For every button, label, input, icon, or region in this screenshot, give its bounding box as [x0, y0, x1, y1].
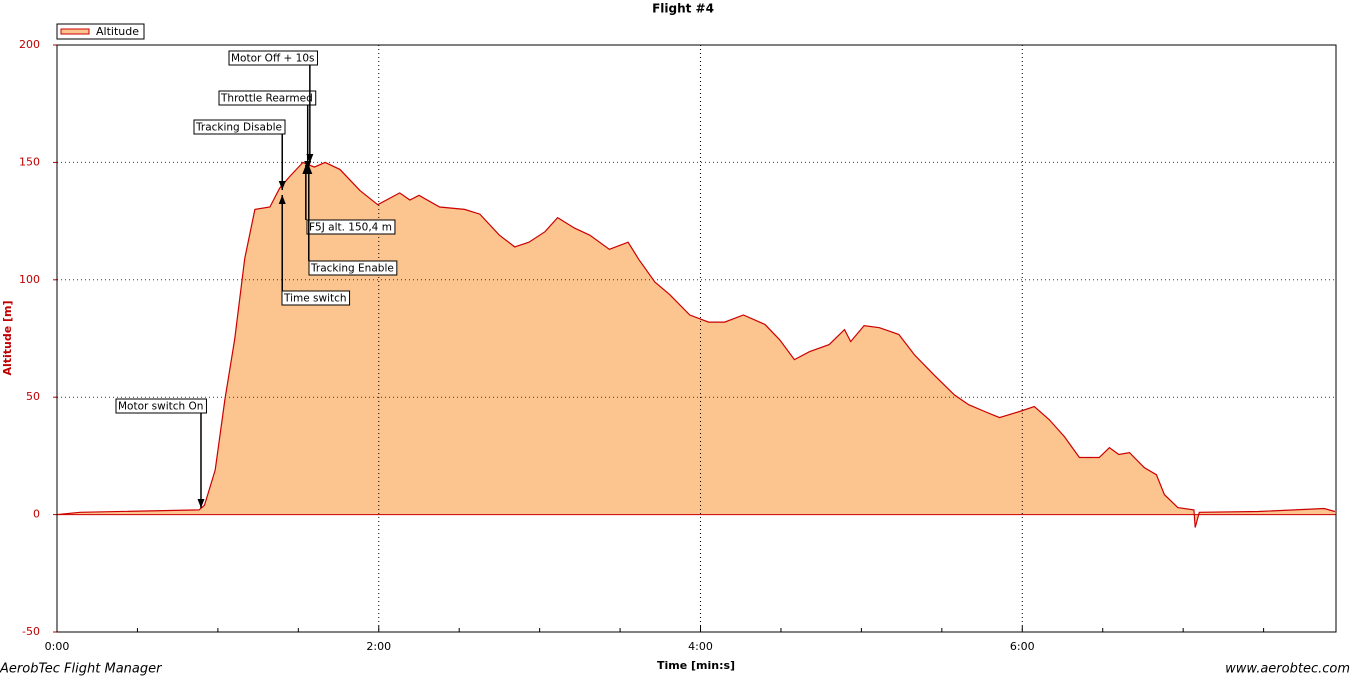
annotation-arrowhead [305, 165, 313, 174]
legend-swatch [60, 28, 90, 35]
annotation-label: Motor Off + 10s [231, 53, 314, 65]
annotation-box [193, 119, 286, 135]
x-tick-label: 4:00 [688, 640, 713, 653]
annotation-arrowhead [306, 154, 314, 163]
annotation-label: F5J alt. 150,4 m [309, 222, 392, 234]
annotation-label: Tracking Enable [310, 263, 394, 275]
footer-left: AerobTec Flight Manager [0, 662, 163, 677]
annotation-arrowhead [278, 195, 286, 204]
annotation-box [218, 90, 317, 106]
annotation-arrowhead [278, 181, 286, 190]
y-tick-label: 150 [19, 155, 40, 168]
annotation: Motor Off + 10s [228, 50, 318, 66]
y-tick-label: -50 [22, 625, 40, 638]
annotation-box [115, 398, 207, 414]
annotation-box [228, 50, 318, 66]
annotation: Time switch [281, 290, 351, 306]
annotation-box [308, 260, 398, 276]
y-tick-label: 100 [19, 273, 40, 286]
y-tick-label: 0 [33, 508, 40, 521]
y-tick-label: 200 [19, 38, 40, 51]
legend-box [56, 23, 145, 40]
chart-title: Flight #4 [652, 2, 714, 16]
x-tick-label: 2:00 [366, 640, 391, 653]
annotation-arrowhead [197, 499, 205, 508]
annotation-label: Time switch [283, 293, 347, 305]
y-axis-label: Altitude [m] [1, 300, 14, 375]
annotation-box [306, 219, 396, 235]
annotation-label: Motor switch On [118, 401, 203, 413]
x-axis-label: Time [min:s] [657, 659, 735, 672]
annotation-box [281, 290, 351, 306]
footer-right: www.aerobtec.com [1225, 662, 1350, 677]
plot-frame [56, 44, 1337, 633]
area [57, 162, 1335, 528]
annotation: F5J alt. 150,4 m [306, 219, 396, 235]
annotation: Tracking Disable [193, 119, 286, 135]
annotation: Tracking Enable [308, 260, 398, 276]
x-tick-label: 0:00 [45, 640, 70, 653]
annotation: Motor switch On [115, 398, 207, 414]
annotation: Throttle Rearmed [218, 90, 317, 106]
y-tick-label: 50 [26, 390, 40, 403]
annotation-label: Tracking Disable [195, 122, 282, 134]
x-tick-label: 6:00 [1010, 640, 1035, 653]
legend-label: Altitude [96, 25, 139, 38]
annotation-arrowhead [304, 161, 312, 170]
annotation-label: Throttle Rearmed [220, 93, 313, 105]
